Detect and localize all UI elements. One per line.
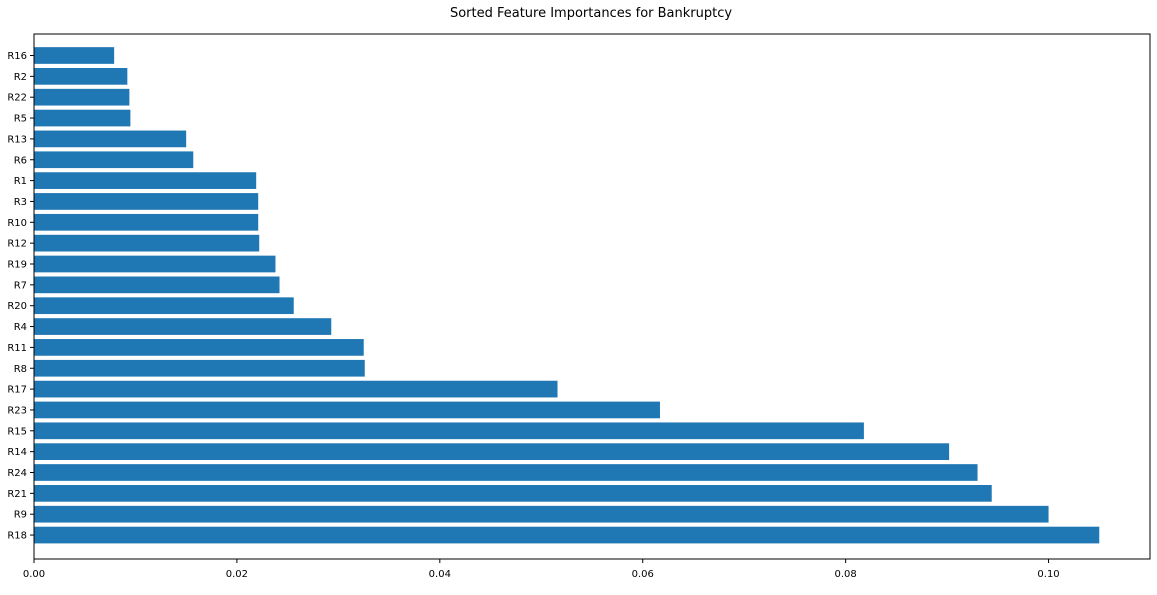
y-tick-label: R11	[7, 343, 27, 354]
bar-r6	[34, 151, 194, 169]
y-tick-label: R21	[7, 489, 27, 500]
y-tick-label: R2	[14, 72, 27, 83]
bar-r7	[34, 276, 280, 294]
y-tick-label: R22	[7, 93, 27, 104]
bar-r1	[34, 172, 257, 189]
bar-r8	[34, 359, 365, 377]
bar-r15	[34, 422, 864, 440]
bar-r21	[34, 485, 992, 502]
x-tick-label: 0.06	[632, 569, 654, 580]
bar-r24	[34, 464, 978, 481]
y-tick-label: R4	[14, 322, 27, 333]
bar-r23	[34, 401, 660, 419]
y-tick-label: R20	[7, 301, 27, 312]
x-tick-label: 0.04	[429, 569, 451, 580]
y-tick-label: R16	[7, 51, 27, 62]
y-tick-label: R9	[14, 510, 27, 521]
y-tick-label: R10	[7, 218, 27, 229]
bar-r19	[34, 255, 276, 273]
bar-r11	[34, 339, 364, 356]
y-tick-label: R23	[7, 405, 27, 416]
y-axis: R16 R2 R22 R5 R13 R6 R1 R3 R10 R12 R19 R7 R20 R4 R11 R8…	[7, 51, 34, 542]
x-tick-label: 0.00	[23, 569, 45, 580]
y-tick-label: R7	[14, 280, 27, 291]
y-tick-label: R14	[7, 447, 27, 458]
bar-r12	[34, 234, 260, 252]
bar-r13	[34, 130, 187, 148]
y-tick-label: R18	[7, 531, 27, 542]
bar-r22	[34, 88, 130, 106]
y-tick-label: R5	[14, 114, 27, 125]
y-tick-label: R24	[7, 468, 27, 479]
x-tick-label: 0.02	[226, 569, 248, 580]
y-tick-label: R17	[7, 385, 27, 396]
x-tick-label: 0.10	[1037, 569, 1059, 580]
chart-title: Sorted Feature Importances for Bankruptc…	[450, 6, 732, 21]
plot-frame	[33, 33, 1151, 560]
bar-r17	[34, 380, 558, 398]
bar-r18	[34, 526, 1100, 544]
bar-r16	[34, 47, 115, 64]
bar-r20	[34, 297, 294, 315]
bar-r14	[34, 443, 950, 460]
y-tick-label: R1	[14, 176, 27, 187]
x-axis: 0.00 0.02 0.04 0.06 0.08 0.10	[23, 559, 1060, 580]
y-tick-label: R19	[7, 260, 27, 271]
bar-r9	[34, 505, 1049, 523]
bar-r5	[34, 109, 131, 127]
y-tick-label: R8	[14, 364, 27, 375]
y-tick-label: R13	[7, 134, 27, 145]
bar-r2	[34, 68, 128, 85]
bar-r4	[34, 318, 332, 335]
y-tick-label: R15	[7, 426, 27, 437]
y-tick-label: R3	[14, 197, 27, 208]
bar-r3	[34, 193, 259, 210]
y-tick-label: R12	[7, 239, 27, 250]
bars-layer	[34, 47, 1100, 544]
y-tick-label: R6	[14, 155, 27, 166]
x-tick-label: 0.08	[835, 569, 857, 580]
bar-r10	[34, 213, 259, 231]
